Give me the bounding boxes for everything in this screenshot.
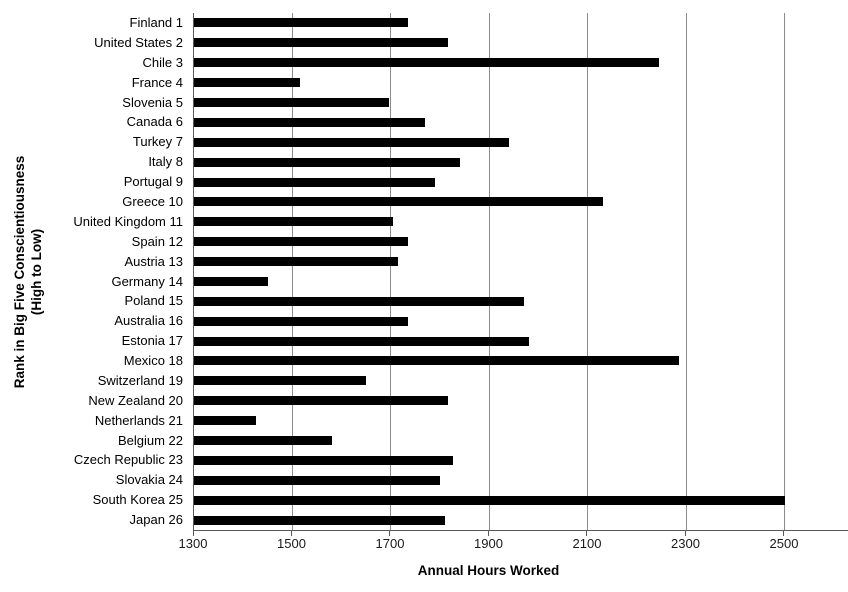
x-tick-label-1700: 1700	[375, 536, 405, 551]
bar-germany-14	[194, 276, 268, 286]
gridline-1500	[291, 13, 293, 530]
bar-south-korea-25	[194, 495, 785, 505]
category-label: Mexico 18	[123, 353, 183, 369]
category-label: Netherlands 21	[94, 412, 183, 428]
category-label: Belgium 22	[117, 432, 183, 448]
x-tick-label-2300: 2300	[671, 536, 700, 551]
bar-canada-6	[194, 117, 426, 127]
gridline-2500	[784, 13, 786, 530]
bar-mexico-18	[194, 356, 680, 366]
plot-area	[193, 13, 848, 531]
gridline-2300	[685, 13, 687, 530]
x-tick-mark-1700	[389, 531, 391, 536]
gridline-1900	[488, 13, 490, 530]
category-label: Finland 1	[129, 15, 183, 30]
x-tick-label-2500: 2500	[769, 536, 799, 551]
x-tick-label-1900: 1900	[474, 536, 503, 551]
x-tick-mark-2100	[586, 531, 588, 536]
category-label: Greece 10	[122, 193, 183, 209]
category-label: Portugal 9	[123, 174, 183, 190]
category-label: Estonia 17	[121, 333, 183, 349]
category-label: Italy 8	[148, 154, 183, 170]
category-label: Switzerland 19	[97, 372, 183, 388]
x-tick-label-2100: 2100	[572, 536, 602, 551]
bar-turkey-7	[194, 137, 510, 147]
category-label: Spain 12	[131, 233, 183, 249]
x-tick-mark-2300	[684, 531, 686, 536]
bar-austria-13	[194, 257, 399, 267]
category-label: South Korea 25	[92, 492, 183, 508]
category-label: Australia 16	[114, 313, 183, 329]
x-tick-mark-2500	[783, 531, 785, 536]
bar-netherlands-21	[194, 416, 256, 426]
category-label: Germany 14	[111, 273, 183, 289]
category-label: Japan 26	[129, 512, 184, 528]
bar-greece-10	[194, 197, 603, 207]
bar-estonia-17	[194, 336, 529, 346]
x-tick-mark-1900	[487, 531, 489, 536]
x-tick-mark-1500	[290, 531, 292, 536]
gridline-2100	[587, 13, 589, 530]
bar-united-kingdom-11	[194, 217, 394, 227]
x-tick-mark-1300	[192, 531, 194, 536]
bar-france-4	[194, 78, 300, 88]
bar-new-zealand-20	[194, 396, 448, 406]
bar-italy-8	[194, 157, 460, 167]
bar-portugal-9	[194, 177, 436, 187]
category-axis-labels: Finland 1 United States 2 Chile 3 France 4 S…	[0, 13, 188, 530]
category-label: Czech Republic 23	[73, 452, 183, 468]
bar-poland-15	[194, 296, 524, 306]
x-axis-title: Annual Hours Worked	[417, 563, 560, 578]
bar-slovakia-24	[194, 475, 441, 485]
category-label: Slovakia 24	[115, 472, 183, 488]
bar-chile-3	[194, 58, 660, 68]
category-label: Canada 6	[126, 114, 183, 130]
x-tick-label-1300: 1300	[178, 536, 208, 551]
bar-japan-26	[194, 515, 446, 525]
bar-spain-12	[194, 237, 409, 247]
bar-finland-1	[194, 18, 409, 28]
category-label: Austria 13	[124, 253, 183, 269]
bar-switzerland-19	[194, 376, 367, 386]
bar-czech-republic-23	[194, 455, 453, 465]
category-label: United States 2	[94, 34, 183, 50]
bar-slovenia-5	[194, 97, 389, 107]
category-label: New Zealand 20	[88, 392, 183, 408]
category-label: France 4	[131, 74, 183, 90]
bar-united-states-2	[194, 38, 448, 48]
category-label: Poland 15	[124, 293, 183, 309]
bar-australia-16	[194, 316, 409, 326]
gridline-1700	[390, 13, 392, 530]
bar-belgium-22	[194, 436, 332, 446]
category-label: United Kingdom 11	[73, 213, 183, 229]
category-label: Chile 3	[142, 54, 183, 70]
category-label: Slovenia 5	[122, 94, 183, 110]
category-label: Turkey 7	[132, 134, 183, 150]
x-tick-label-1500: 1500	[277, 536, 306, 551]
